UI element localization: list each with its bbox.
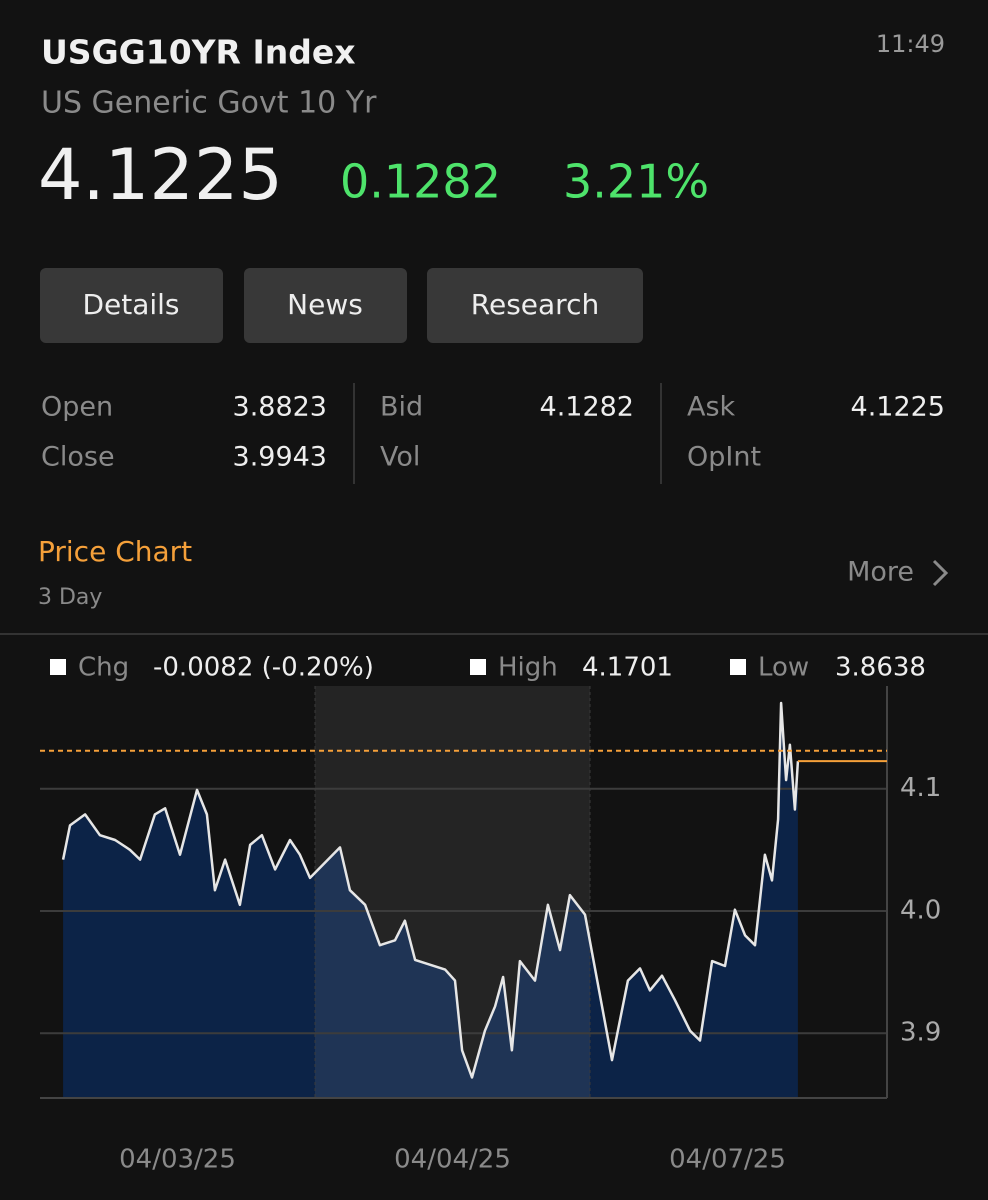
section-title: Price Chart: [38, 535, 192, 568]
quote-label: Bid: [380, 392, 423, 423]
quote-value: 3.8823: [233, 392, 327, 423]
more-link[interactable]: More: [847, 557, 914, 588]
quote-value: 4.1225: [851, 392, 945, 423]
x-tick-label: 04/07/25: [669, 1145, 786, 1175]
stat-label: Chg: [78, 653, 129, 683]
session-band: [315, 686, 590, 1098]
time: 11:49: [876, 30, 945, 58]
change-pct: 3.21%: [563, 155, 709, 209]
period: 3 Day: [38, 585, 102, 610]
price-line: [61, 701, 800, 1079]
price: 4.1225: [38, 134, 283, 216]
stat-value: 3.8638: [835, 653, 926, 683]
legend-swatch: [50, 659, 66, 675]
tab-label[interactable]: News: [287, 288, 363, 321]
quote-value: 4.1282: [540, 392, 634, 423]
tabs: Details News Research: [40, 268, 643, 343]
quote-label: Open: [41, 392, 113, 423]
quote-label: Close: [41, 442, 115, 473]
quote: Open 3.8823 Close 3.9943 Bid 4.1282 Vol …: [41, 383, 945, 484]
tab-button[interactable]: [244, 268, 407, 343]
tab-label[interactable]: Research: [471, 288, 599, 321]
x-tick-label: 04/04/25: [394, 1145, 511, 1175]
chart: Chg -0.0082 (-0.20%) High 4.1701 Low 3.8638 3.…: [40, 653, 941, 1175]
y-tick-label: 4.0: [900, 895, 941, 925]
area: [63, 703, 798, 1098]
y-tick-label: 4.1: [900, 773, 941, 803]
legend-swatch: [730, 659, 746, 675]
quote-label: OpInt: [687, 442, 761, 473]
chevron[interactable]: [932, 559, 949, 587]
legend-swatch: [470, 659, 486, 675]
tab-button[interactable]: [427, 268, 643, 343]
y-tick-label: 3.9: [900, 1018, 941, 1048]
stat-value: 4.1701: [582, 653, 673, 683]
x-tick-label: 04/03/25: [119, 1145, 236, 1175]
change: 0.1282: [340, 155, 501, 209]
title: USGG10YR Index: [41, 33, 356, 72]
quote-label: Vol: [380, 442, 420, 473]
subtitle: US Generic Govt 10 Yr: [41, 86, 377, 121]
quote-value: 3.9943: [233, 442, 327, 473]
tab-label[interactable]: Details: [82, 288, 179, 321]
stat-label: High: [498, 653, 558, 683]
stat-label: Low: [758, 653, 809, 683]
quote-label: Ask: [687, 392, 736, 423]
tab-button[interactable]: [40, 268, 223, 343]
stat-value: -0.0082 (-0.20%): [153, 653, 374, 683]
